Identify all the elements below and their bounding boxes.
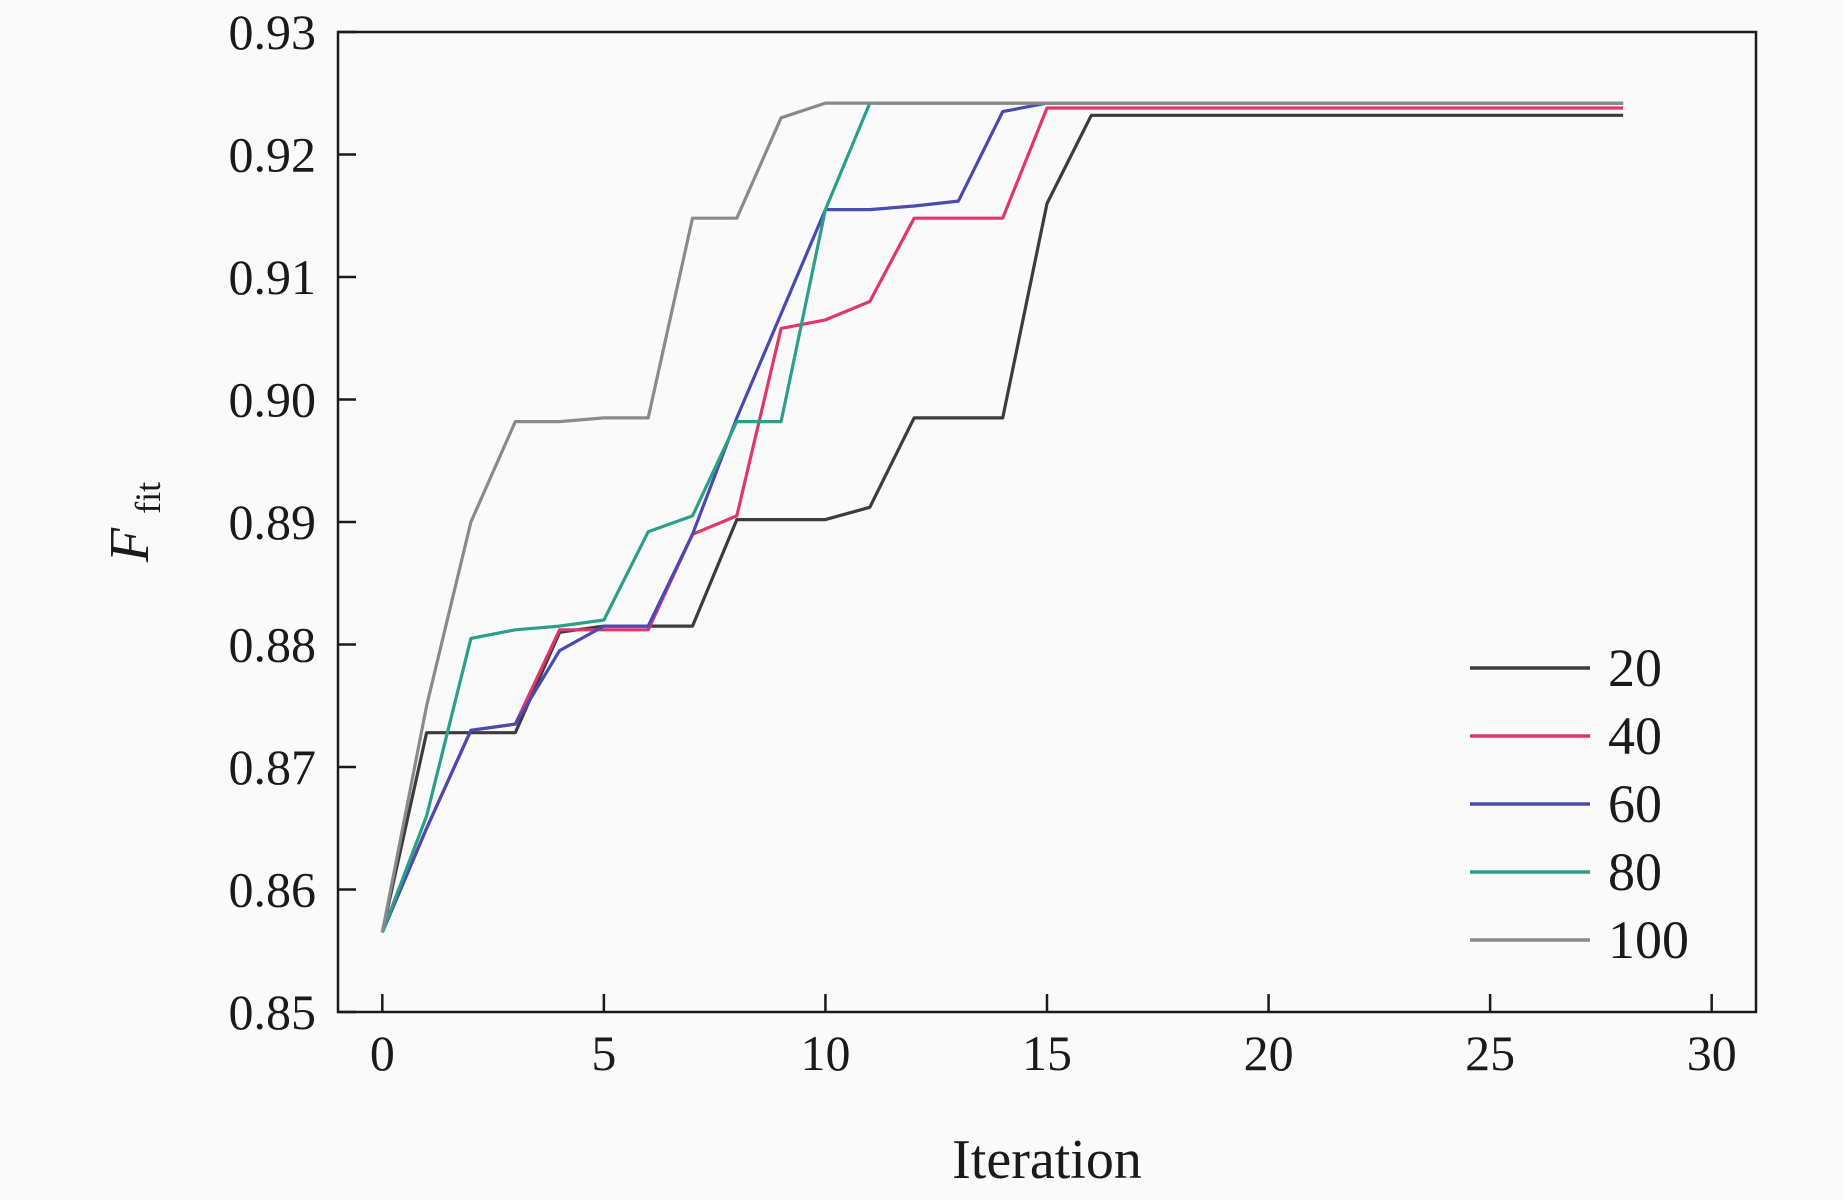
legend-entry-100: 100 (1470, 910, 1689, 970)
tick-layer: 0 5 10 15 20 25 30 0.85 0.86 0.87 0.88 0.89 0.90 0.91… (229, 4, 1737, 1081)
legend-label: 60 (1608, 774, 1662, 834)
y-tick-label: 0.91 (229, 249, 317, 305)
series-line-100 (380, 101, 1624, 933)
y-tick-label: 0.89 (229, 494, 317, 550)
series-layer (380, 101, 1624, 934)
x-tick-label: 5 (591, 1025, 616, 1081)
x-tick-label: 25 (1465, 1025, 1515, 1081)
y-tick-label: 0.88 (229, 617, 317, 673)
series-line-80 (380, 101, 1624, 933)
y-tick-label: 0.92 (229, 127, 317, 183)
y-axis-title-main: F (99, 527, 161, 563)
y-axis-title-sub: fit (128, 482, 168, 514)
x-tick-label: 30 (1687, 1025, 1737, 1081)
x-tick-label: 20 (1244, 1025, 1294, 1081)
legend-label: 100 (1608, 910, 1689, 970)
series-line-20 (380, 113, 1624, 933)
legend-entry-40: 40 (1470, 706, 1662, 766)
y-tick-label: 0.85 (229, 984, 317, 1040)
y-tick-label: 0.90 (229, 372, 317, 428)
legend-label: 80 (1608, 842, 1662, 902)
y-tick-label: 0.86 (229, 862, 317, 918)
legend-entry-60: 60 (1470, 774, 1662, 834)
x-axis-title: Iteration (952, 1129, 1142, 1191)
legend-entry-80: 80 (1470, 842, 1662, 902)
x-tick-label: 10 (800, 1025, 850, 1081)
legend: 20 40 60 80 100 (1470, 638, 1689, 970)
y-tick-label: 0.93 (229, 4, 317, 60)
y-axis-title: F fit (99, 482, 168, 563)
legend-label: 40 (1608, 706, 1662, 766)
series-line-60 (380, 101, 1624, 934)
x-tick-label: 15 (1022, 1025, 1072, 1081)
x-tick-label: 0 (370, 1025, 395, 1081)
legend-entry-20: 20 (1470, 638, 1662, 698)
legend-label: 20 (1608, 638, 1662, 698)
y-tick-label: 0.87 (229, 739, 317, 795)
